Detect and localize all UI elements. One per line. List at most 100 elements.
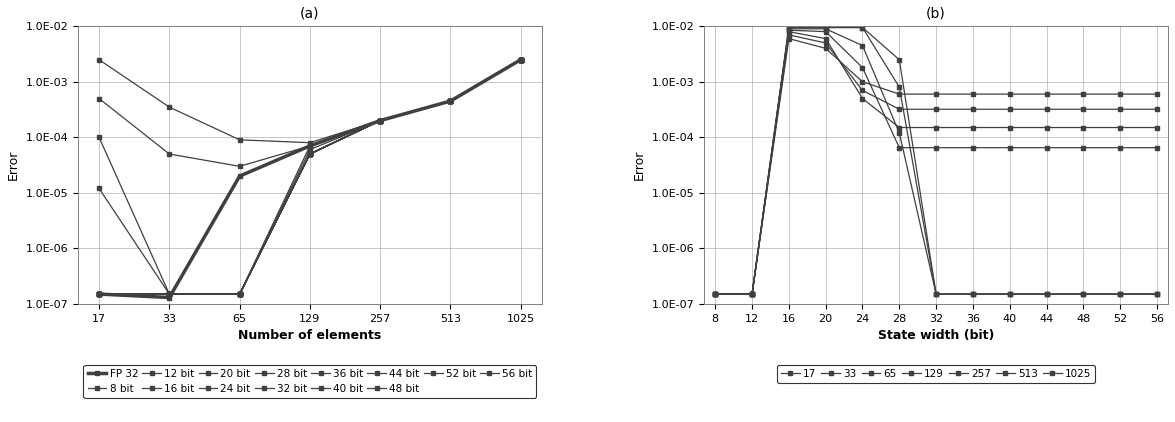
Line: 32 bit: 32 bit xyxy=(98,58,523,296)
17 xyxy=(855,25,870,30)
16 bit xyxy=(374,118,388,123)
52 bit xyxy=(92,292,106,297)
33 xyxy=(1002,292,1016,297)
33 xyxy=(709,292,723,297)
20 bit xyxy=(374,118,388,123)
Title: (b): (b) xyxy=(926,7,946,21)
129 xyxy=(892,145,906,150)
28 bit xyxy=(303,151,317,157)
48 bit xyxy=(162,292,176,297)
17 xyxy=(929,292,944,297)
513 xyxy=(819,41,833,46)
Line: 20 bit: 20 bit xyxy=(98,58,523,296)
1025 xyxy=(1150,92,1164,97)
65 xyxy=(819,26,833,31)
1025 xyxy=(781,36,795,41)
52 bit xyxy=(303,151,317,157)
129 xyxy=(966,145,980,150)
65 xyxy=(1002,292,1016,297)
1025 xyxy=(1040,92,1054,97)
32 bit xyxy=(513,57,528,62)
65 xyxy=(892,130,906,135)
16 bit xyxy=(303,143,317,149)
65 xyxy=(1076,292,1090,297)
52 bit xyxy=(443,98,457,103)
44 bit xyxy=(162,292,176,297)
257 xyxy=(892,125,906,130)
257 xyxy=(1150,125,1164,130)
Line: 56 bit: 56 bit xyxy=(98,58,523,296)
513 xyxy=(1076,107,1090,112)
257 xyxy=(709,292,723,297)
56 bit xyxy=(233,292,247,297)
24 bit xyxy=(233,292,247,297)
32 bit xyxy=(162,292,176,297)
Line: 44 bit: 44 bit xyxy=(98,58,523,296)
65 xyxy=(745,292,759,297)
1025 xyxy=(745,292,759,297)
16 bit xyxy=(233,292,247,297)
12 bit xyxy=(374,118,388,123)
129 xyxy=(929,145,944,150)
33 xyxy=(781,25,795,30)
40 bit xyxy=(162,292,176,297)
17 xyxy=(781,25,795,30)
129 xyxy=(819,29,833,34)
33 xyxy=(966,292,980,297)
257 xyxy=(1076,125,1090,130)
48 bit xyxy=(92,292,106,297)
8 bit xyxy=(443,98,457,103)
257 xyxy=(1040,125,1054,130)
52 bit xyxy=(162,292,176,297)
33 xyxy=(855,25,870,30)
513 xyxy=(745,292,759,297)
Y-axis label: Error: Error xyxy=(633,150,646,180)
24 bit xyxy=(443,98,457,103)
513 xyxy=(781,32,795,38)
Line: 17: 17 xyxy=(713,25,1159,296)
36 bit xyxy=(233,292,247,297)
FP 32 xyxy=(92,292,106,297)
52 bit xyxy=(513,57,528,62)
20 bit xyxy=(513,57,528,62)
8 bit xyxy=(303,140,317,145)
16 bit xyxy=(92,135,106,140)
Line: 52 bit: 52 bit xyxy=(98,58,523,296)
257 xyxy=(745,292,759,297)
513 xyxy=(1040,107,1054,112)
8 bit xyxy=(233,137,247,142)
17 xyxy=(745,292,759,297)
65 xyxy=(1113,292,1127,297)
48 bit xyxy=(303,151,317,157)
16 bit xyxy=(443,98,457,103)
48 bit xyxy=(374,118,388,123)
28 bit xyxy=(443,98,457,103)
12 bit xyxy=(233,164,247,169)
33 xyxy=(929,292,944,297)
129 xyxy=(1076,145,1090,150)
513 xyxy=(1002,107,1016,112)
1025 xyxy=(1113,92,1127,97)
33 xyxy=(892,85,906,90)
1025 xyxy=(819,46,833,51)
1025 xyxy=(1076,92,1090,97)
513 xyxy=(1113,107,1127,112)
129 xyxy=(1002,145,1016,150)
8 bit xyxy=(513,57,528,62)
FP 32 xyxy=(303,143,317,149)
Line: 28 bit: 28 bit xyxy=(98,58,523,296)
Line: 65: 65 xyxy=(713,27,1159,296)
40 bit xyxy=(374,118,388,123)
Line: 257: 257 xyxy=(713,30,1159,296)
56 bit xyxy=(162,292,176,297)
40 bit xyxy=(513,57,528,62)
56 bit xyxy=(443,98,457,103)
36 bit xyxy=(162,292,176,297)
Line: 1025: 1025 xyxy=(713,37,1159,296)
65 xyxy=(709,292,723,297)
129 xyxy=(745,292,759,297)
FP 32 xyxy=(233,173,247,179)
20 bit xyxy=(162,292,176,297)
56 bit xyxy=(513,57,528,62)
48 bit xyxy=(443,98,457,103)
